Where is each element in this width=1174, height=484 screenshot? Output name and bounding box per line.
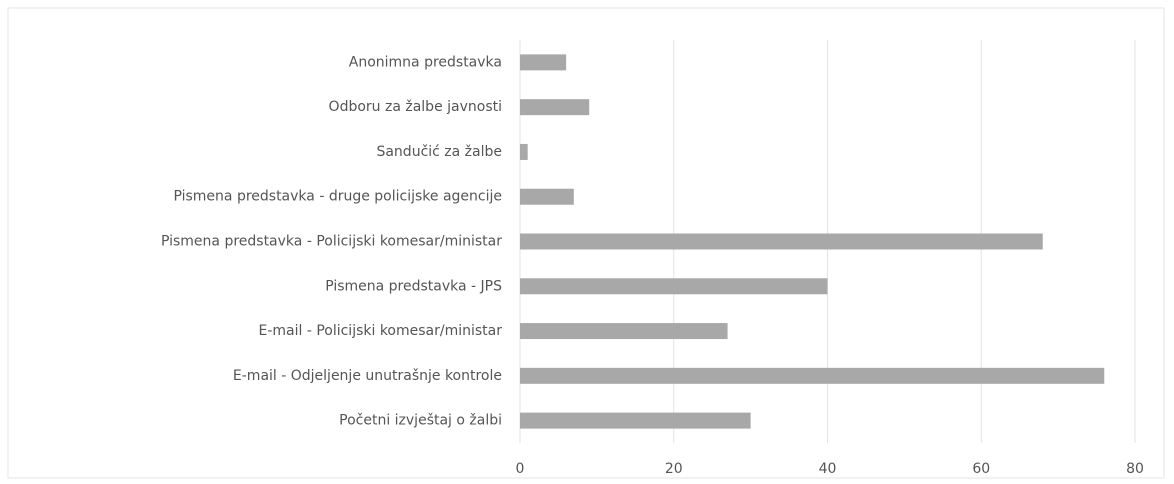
y-tick-label: Pismena predstavka - druge policijske ag… — [173, 189, 502, 205]
x-tick-label: 80 — [1126, 461, 1144, 477]
x-tick-label: 20 — [665, 461, 683, 477]
y-tick-label: E-mail - Policijski komesar/ministar — [258, 323, 502, 339]
y-tick-label: Pismena predstavka - JPS — [325, 278, 502, 294]
bar — [520, 188, 574, 205]
y-tick-label: Odboru za žalbe javnosti — [329, 99, 502, 115]
y-tick-label: Anonimna predstavka — [349, 54, 502, 70]
bar — [520, 99, 590, 116]
bar — [520, 233, 1043, 250]
y-tick-label: Početni izvještaj o žalbi — [339, 413, 502, 429]
x-tick-label: 40 — [819, 461, 837, 477]
y-tick-label: E-mail - Odjeljenje unutrašnje kontrole — [233, 368, 502, 384]
bar — [520, 412, 751, 429]
x-tick-label: 60 — [972, 461, 990, 477]
bar — [520, 323, 728, 340]
bar — [520, 143, 528, 160]
bar — [520, 367, 1105, 384]
bar — [520, 54, 567, 71]
bar — [520, 278, 828, 295]
y-tick-label: Pismena predstavka - Policijski komesar/… — [161, 234, 502, 250]
y-tick-label: Sandučić za žalbe — [376, 144, 502, 160]
x-tick-label: 0 — [516, 461, 525, 477]
